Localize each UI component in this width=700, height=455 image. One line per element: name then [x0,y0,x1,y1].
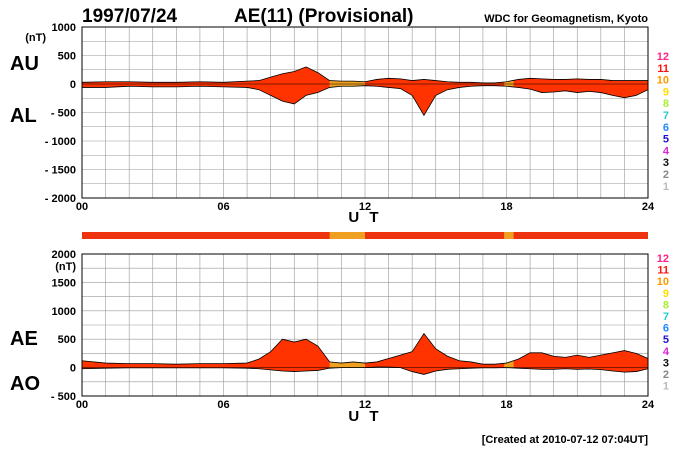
envelope-fill-alt [504,360,514,368]
au-label: AU [10,53,39,75]
x-tick-label: 18 [500,399,512,411]
legend-station-count: 11 [657,265,669,277]
legend-station-count: 8 [663,98,669,110]
y-tick-label: 500 [58,51,76,63]
legend-station-count: 8 [663,299,669,311]
created-timestamp: [Created at 2010-07-12 07:04UT] [482,434,649,446]
legend-station-count: 7 [663,311,669,323]
au-al-frame [81,26,649,199]
au-al-y-tick-labels: 1000 500 0 - 500 - 1000 - 1500 - 2000 [45,22,76,205]
x-tick-label: 12 [359,399,371,411]
legend-station-count: 1 [663,181,669,193]
au-al-x-axis-label: U T [348,209,381,226]
station-count-band [82,232,648,239]
y-tick-label: 500 [58,334,76,346]
legend-station-count: 4 [663,145,670,157]
legend-station-count: 10 [657,276,669,288]
y-tick-label: - 1500 [45,165,76,177]
x-tick-label: 06 [217,399,229,411]
legend-station-count: 12 [657,253,669,265]
series-line-au [81,66,648,84]
legend-station-count: 2 [663,169,669,181]
series-line-al [82,85,649,117]
legend-station-count: 5 [663,334,669,346]
ae-ao-fill [82,333,648,375]
y-tick-label: - 1000 [45,136,76,148]
y-tick-label: - 2000 [45,193,76,205]
au-al-outline [81,66,649,117]
ae-ao-unit-label: (nT) [55,261,76,273]
y-tick-label: 1500 [52,277,76,289]
legend-station-count: 10 [657,75,669,87]
al-label: AL [10,105,37,127]
y-tick-label: 0 [70,79,76,91]
series-line-ao [81,366,649,375]
ae-ao-grid [82,254,648,396]
ae-label: AE [10,328,38,350]
legend-station-count: 4 [663,346,670,358]
legend-station-count: 3 [663,357,669,369]
index-title: AE(11) (Provisional) [234,6,414,27]
ae-ao-x-axis-label: U T [348,408,381,425]
y-tick-label: - 500 [51,108,76,120]
au-al-grid [82,27,648,198]
x-tick-label: 12 [359,201,371,213]
legend-station-count: 7 [663,110,669,122]
date-title: 1997/07/24 [82,6,178,27]
x-tick-label: 00 [76,201,88,213]
band-secondary [329,232,365,239]
ae-ao-outline [81,332,649,375]
legend-station-count: 6 [663,122,669,134]
x-tick-label: 24 [642,201,655,213]
legend-station-count: 9 [663,86,669,98]
au-al-unit-label: (nT) [25,32,46,44]
y-tick-label: 1000 [52,306,76,318]
y-tick-label: - 500 [51,391,76,403]
legend-station-count: 5 [663,134,669,146]
envelope-fill-alt [329,361,365,369]
legend-station-count: 1 [663,381,669,393]
ae-ao-y-tick-labels: 2000 1500 1000 500 0 - 500 [51,249,76,403]
x-tick-label: 18 [500,201,512,213]
au-al-x-tick-labels: 00 06 12 18 24 [76,201,655,213]
legend-station-count: 2 [663,369,669,381]
y-tick-label: 2000 [52,249,76,261]
band-secondary [504,232,514,239]
legend-station-count: 6 [663,323,669,335]
series-line-ae [81,332,649,365]
source-label: WDC for Geomagnetism, Kyoto [484,13,648,25]
legend-station-count: 3 [663,157,669,169]
ae-ao-x-tick-labels: 00 06 12 18 24 [76,399,655,411]
x-tick-label: 24 [642,399,655,411]
ao-label: AO [10,373,40,395]
y-tick-label: 1000 [52,22,76,34]
y-tick-label: 0 [70,363,76,375]
legend-station-count: 11 [657,63,669,75]
ae-ao-frame [81,253,649,397]
legend-station-count: 12 [657,51,669,63]
x-tick-label: 00 [76,399,88,411]
x-tick-label: 06 [217,201,229,213]
legend-station-count: 9 [663,288,669,300]
